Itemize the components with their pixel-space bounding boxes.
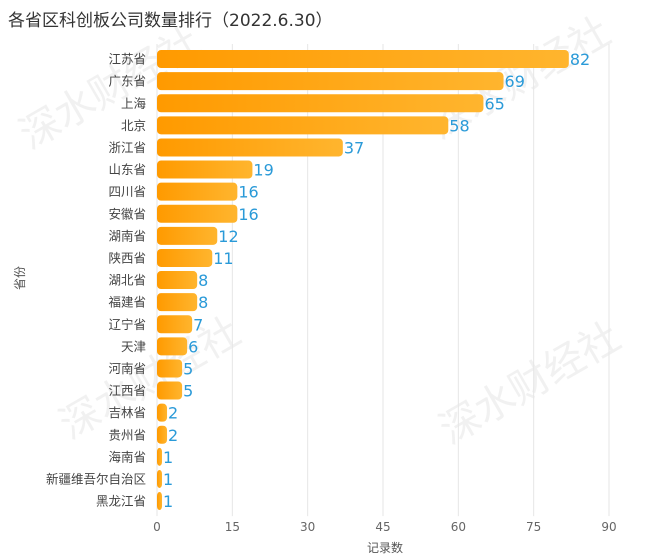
value-label: 1 xyxy=(163,470,173,489)
bars-group xyxy=(157,50,569,511)
value-label: 16 xyxy=(238,183,258,202)
y-axis-title: 省份 xyxy=(13,266,27,290)
value-label: 19 xyxy=(253,161,273,180)
bar xyxy=(157,72,504,91)
category-label: 湖北省 xyxy=(108,273,146,288)
bar xyxy=(157,447,163,466)
bar xyxy=(157,359,183,378)
bar xyxy=(157,293,198,312)
category-label: 陕西省 xyxy=(108,250,146,265)
value-label: 16 xyxy=(238,205,258,224)
category-label: 广东省 xyxy=(108,74,146,89)
value-label: 65 xyxy=(484,94,504,113)
value-label: 11 xyxy=(213,249,233,268)
value-label: 5 xyxy=(183,382,193,401)
x-tick-label: 30 xyxy=(300,520,315,534)
category-label: 安徽省 xyxy=(108,206,146,221)
value-label: 12 xyxy=(218,227,238,246)
x-tick-label: 90 xyxy=(601,520,616,534)
category-label: 四川省 xyxy=(108,184,146,199)
x-tick-label: 0 xyxy=(153,520,161,534)
bar xyxy=(157,337,188,356)
bar xyxy=(157,182,238,201)
value-label: 7 xyxy=(193,315,203,334)
x-tick-labels: 0 15 30 45 60 75 90 xyxy=(153,520,616,534)
category-label: 福建省 xyxy=(108,295,146,310)
category-label: 湖南省 xyxy=(108,228,146,243)
value-label: 58 xyxy=(449,116,469,135)
x-tick-label: 45 xyxy=(375,520,390,534)
category-label: 吉林省 xyxy=(108,405,146,420)
value-label: 5 xyxy=(183,359,193,378)
x-tick-label: 75 xyxy=(526,520,541,534)
bar xyxy=(157,425,168,444)
bar xyxy=(157,138,343,157)
category-label: 海南省 xyxy=(108,449,146,464)
watermark-text: 深水财经社 xyxy=(52,309,248,449)
category-label: 江西省 xyxy=(108,383,146,398)
category-labels: 江苏省广东省上海北京浙江省山东省四川省安徽省湖南省陕西省湖北省福建省辽宁省天津河… xyxy=(46,52,147,509)
value-label: 8 xyxy=(198,271,208,290)
value-label: 8 xyxy=(198,293,208,312)
value-label: 2 xyxy=(168,426,178,445)
bar xyxy=(157,160,253,179)
bar xyxy=(157,116,449,135)
category-label: 浙江省 xyxy=(108,140,146,155)
category-label: 江苏省 xyxy=(108,52,146,67)
bar xyxy=(157,492,163,511)
category-label: 贵州省 xyxy=(108,427,146,442)
bar xyxy=(157,50,569,69)
bar xyxy=(157,271,198,290)
category-label: 黑龙江省 xyxy=(96,494,146,509)
bar xyxy=(157,469,163,488)
category-label: 辽宁省 xyxy=(108,317,146,332)
category-label: 河南省 xyxy=(108,361,146,376)
value-label: 69 xyxy=(505,72,525,91)
bar xyxy=(157,381,183,400)
value-label: 1 xyxy=(163,492,173,511)
category-label: 新疆维吾尔自治区 xyxy=(46,471,146,486)
category-label: 上海 xyxy=(121,96,147,111)
bar xyxy=(157,248,213,267)
bar xyxy=(157,204,238,223)
bar xyxy=(157,94,484,113)
value-label: 1 xyxy=(163,448,173,467)
value-label: 2 xyxy=(168,404,178,423)
x-tick-label: 60 xyxy=(451,520,466,534)
value-label: 6 xyxy=(188,337,198,356)
category-label: 天津 xyxy=(121,339,146,354)
bar xyxy=(157,226,218,245)
watermark-text: 深水财经社 xyxy=(432,314,628,454)
x-tick-label: 15 xyxy=(225,520,240,534)
value-label: 37 xyxy=(344,138,364,157)
bar xyxy=(157,315,193,334)
category-label: 山东省 xyxy=(108,162,146,177)
x-axis-title: 记录数 xyxy=(367,540,403,555)
grid-lines xyxy=(156,44,610,517)
bar xyxy=(157,403,168,422)
category-label: 北京 xyxy=(121,118,146,133)
value-label: 82 xyxy=(570,50,590,69)
chart-title: 各省区科创板公司数量排行（2022.6.30） xyxy=(8,11,333,31)
